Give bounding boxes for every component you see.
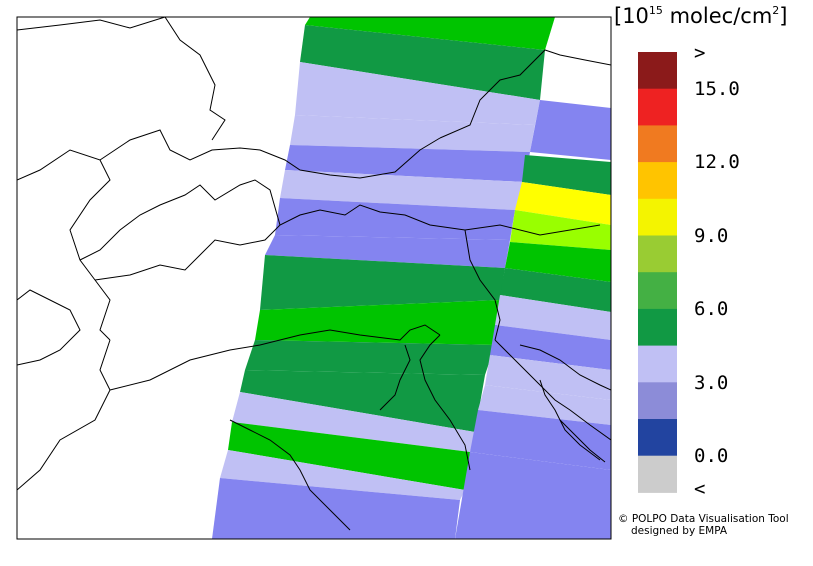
legend-label: 12.0: [694, 151, 740, 173]
legend-swatch: [638, 419, 677, 457]
swath-band: [455, 452, 611, 539]
legend-swatch: [638, 125, 677, 163]
satellite-swath-left: [212, 17, 555, 539]
swath-band: [505, 242, 611, 282]
border-line: [164, 17, 226, 141]
legend-swatch: [638, 382, 677, 420]
country-borders: [17, 17, 611, 531]
legend-label: 0.0: [694, 445, 729, 467]
swath-band: [305, 17, 555, 50]
border-line: [379, 344, 411, 411]
legend-label: >: [694, 42, 706, 64]
satellite-swath-right: [455, 100, 611, 539]
unit-prefix: [10: [614, 4, 649, 28]
swath-band: [515, 182, 611, 225]
legend-swatch: [638, 308, 677, 347]
legend-swatch: [638, 88, 677, 126]
legend-swatch: [638, 235, 677, 273]
swath-band: [265, 235, 510, 268]
swath-band: [295, 62, 540, 125]
legend-label: 3.0: [694, 372, 729, 394]
border-line: [464, 229, 501, 341]
legend-swatch: [638, 272, 677, 310]
swath-band: [470, 410, 611, 470]
swath-band: [240, 370, 485, 432]
border-line: [109, 324, 441, 391]
border-line: [229, 419, 351, 531]
legend-label: <: [694, 478, 706, 500]
color-scale-legend: [638, 52, 677, 493]
legend-swatch: [638, 345, 677, 383]
border-line: [17, 289, 81, 366]
swath-band: [220, 450, 465, 500]
border-line: [79, 179, 281, 261]
swath-band: [260, 255, 505, 310]
swath-band: [280, 170, 525, 210]
border-line: [559, 419, 606, 463]
unit-title: [1015 molec/cm2]: [614, 4, 787, 28]
swath-band: [300, 25, 545, 100]
swath-band: [290, 115, 535, 152]
swath-band: [275, 198, 515, 240]
border-line: [494, 339, 611, 441]
border-line: [419, 334, 471, 471]
legend-swatch: [638, 162, 677, 200]
border-line: [17, 129, 441, 181]
border-line: [17, 17, 166, 31]
swath-band: [232, 392, 475, 452]
map-frame: [16, 16, 612, 540]
unit-power: 2: [772, 4, 780, 17]
border-line: [94, 204, 601, 281]
swath-band: [530, 100, 611, 160]
swath-band: [522, 155, 611, 195]
border-line: [17, 339, 111, 491]
swath-band: [478, 385, 611, 425]
swath-band: [510, 210, 611, 250]
swath-band: [245, 340, 495, 375]
swath-band: [212, 478, 460, 539]
unit-exponent: 15: [648, 4, 663, 17]
legend-swatch: [638, 52, 677, 90]
unit-suffix: molec/cm: [662, 4, 773, 28]
legend-swatch: [638, 198, 677, 236]
swath-band: [285, 145, 530, 182]
border-line: [439, 49, 611, 139]
legend-swatch: [638, 455, 677, 493]
swath-band: [500, 268, 611, 312]
legend-label: 15.0: [694, 78, 740, 100]
border-line: [519, 344, 611, 391]
credit-line: © POLPO Data Visualisation Tool: [618, 513, 789, 525]
credit-line: designed by EMPA: [631, 525, 728, 537]
legend-label: 6.0: [694, 298, 729, 320]
border-line: [69, 159, 111, 341]
swath-band: [228, 422, 470, 490]
unit-close: ]: [779, 4, 788, 28]
legend-label: 9.0: [694, 225, 729, 247]
